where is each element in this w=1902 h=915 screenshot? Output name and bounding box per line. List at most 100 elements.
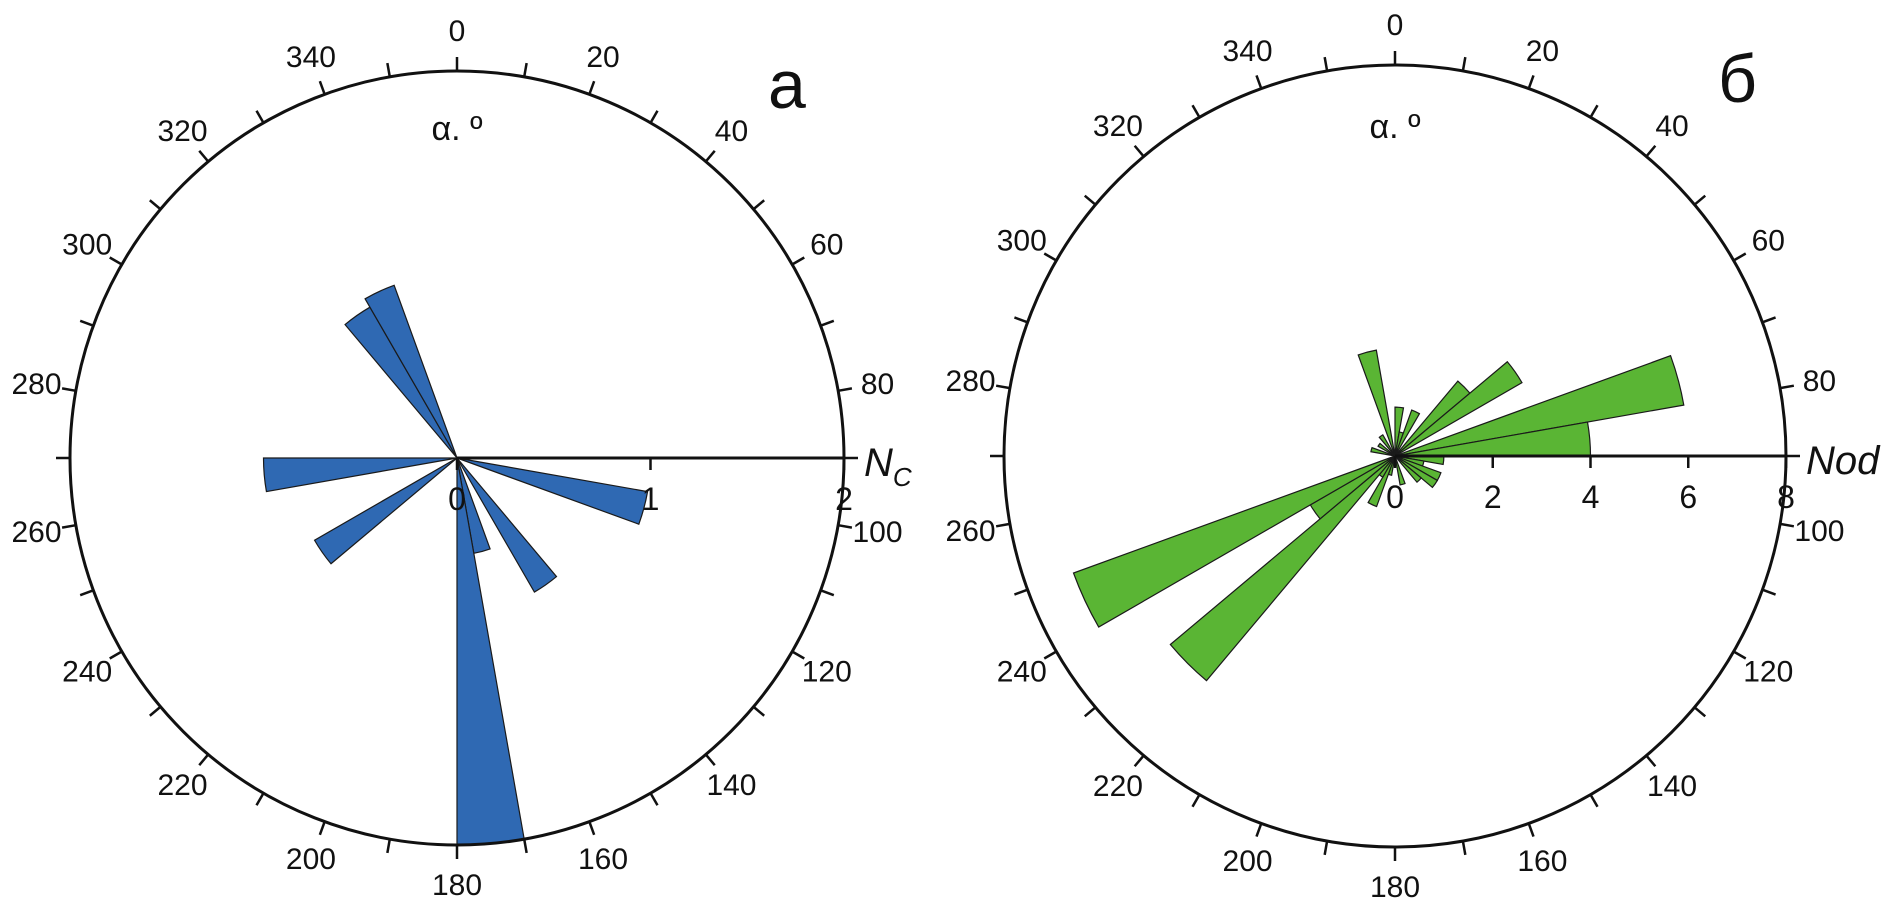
angle-tick-label: 80 (861, 368, 894, 401)
angle-tick-label: 240 (997, 656, 1047, 689)
angle-tick-mark (649, 792, 659, 806)
angle-tick-label: 60 (1752, 225, 1785, 258)
angle-tick-label: 140 (706, 769, 756, 802)
angle-tick-mark (1761, 316, 1777, 324)
angle-tick-label: 80 (1803, 365, 1836, 398)
angle-tick-mark (1779, 384, 1795, 390)
angle-tick-label: 340 (1223, 35, 1273, 68)
angle-tick-mark (704, 753, 716, 766)
angle-tick-mark (318, 80, 326, 95)
angle-tick-mark (820, 319, 835, 327)
rose-sector (1072, 455, 1396, 628)
angle-tick-mark (820, 589, 835, 597)
angle-tick-mark (149, 199, 162, 211)
angle-tick-mark (791, 256, 805, 266)
angle-tick-mark (1732, 252, 1747, 262)
angle-tick-mark (109, 256, 123, 266)
angle-tick-mark (649, 110, 659, 124)
angle-tick-mark (198, 753, 210, 766)
rose-sector (1394, 354, 1685, 457)
angle-tick-label: 220 (1093, 770, 1143, 803)
rose-sector (1394, 455, 1439, 489)
rose-sector (262, 457, 458, 493)
angle-tick-mark (1732, 650, 1747, 660)
radial-axis-title-subscript: C (893, 462, 912, 492)
angle-tick-label: 300 (997, 225, 1047, 258)
angle-tick-label: 220 (157, 769, 207, 802)
angle-tick-label: 180 (432, 869, 482, 902)
angle-tick-mark (704, 150, 716, 163)
angle-tick-mark (1323, 56, 1329, 72)
angle-tick-label: 240 (62, 656, 112, 689)
angle-tick-mark (1589, 104, 1599, 119)
angle-tick-label: 260 (11, 516, 61, 549)
angle-tick-mark (386, 62, 392, 78)
angle-tick-mark (1083, 706, 1097, 718)
angle-tick-mark (1645, 144, 1657, 158)
rose-diagram-a: 0204060801001201401601802002202402602803… (11, 15, 911, 902)
angle-tick-label: 320 (1093, 110, 1143, 143)
angle-tick-label: 180 (1370, 871, 1420, 904)
angle-tick-label: 160 (578, 843, 628, 876)
angle-tick-mark (255, 110, 265, 124)
angle-tick-mark (61, 523, 77, 529)
angle-tick-label: 200 (1223, 845, 1273, 878)
angle-tick-mark (1255, 822, 1263, 838)
angle-tick-label: 120 (802, 656, 852, 689)
rose-sector (456, 457, 649, 525)
angle-tick-label: 200 (286, 843, 336, 876)
angle-tick-label: 40 (715, 115, 748, 148)
angle-tick-mark (1461, 56, 1467, 72)
rose-sector (1357, 349, 1396, 457)
angle-tick-label: 120 (1743, 656, 1793, 689)
angle-tick-mark (318, 821, 326, 836)
radial-tick-label: 0 (1386, 479, 1404, 515)
angle-tick-mark (255, 792, 265, 806)
rose-sector (1394, 455, 1406, 486)
rose-sector (1370, 446, 1396, 457)
angle-tick-label: 260 (946, 515, 996, 548)
angle-tick-label: 0 (449, 15, 466, 48)
angle-axis-title: α. º (432, 110, 483, 148)
radial-tick-label: 0 (448, 481, 466, 517)
angle-tick-label: 340 (286, 41, 336, 74)
angle-tick-mark (752, 705, 765, 717)
angle-tick-label: 140 (1647, 770, 1697, 803)
radial-axis-title-main: N (864, 441, 893, 485)
angle-tick-mark (1191, 104, 1201, 119)
angle-tick-label: 20 (1526, 35, 1559, 68)
angle-tick-mark (61, 387, 77, 393)
panel-letter: б (1718, 41, 1757, 117)
angle-tick-mark (522, 62, 528, 78)
angle-tick-label: 280 (11, 368, 61, 401)
radial-tick-label: 4 (1582, 479, 1600, 515)
angle-tick-label: 300 (62, 229, 112, 262)
angle-tick-label: 160 (1517, 845, 1567, 878)
rose-sector (1377, 442, 1396, 457)
angle-tick-mark (1191, 793, 1201, 808)
angle-tick-mark (1779, 522, 1795, 528)
angle-tick-label: 60 (810, 229, 843, 262)
angle-tick-mark (1083, 194, 1097, 206)
rose-sector (1394, 409, 1421, 457)
angle-tick-label: 40 (1655, 110, 1688, 143)
angle-tick-mark (1527, 822, 1535, 838)
angle-tick-mark (386, 838, 392, 854)
angle-tick-mark (1693, 706, 1707, 718)
panel-letter: а (768, 47, 806, 123)
rose-sector (313, 457, 458, 565)
angle-tick-mark (1323, 840, 1329, 856)
angle-tick-mark (588, 80, 596, 95)
radial-tick-label: 2 (835, 481, 853, 517)
radial-tick-label: 1 (642, 481, 660, 517)
radial-axis-title-main: Nod (1806, 439, 1881, 483)
angle-tick-mark (1133, 754, 1145, 768)
angle-tick-mark (1133, 144, 1145, 158)
rose-sector (1394, 455, 1423, 484)
angle-tick-mark (1043, 252, 1058, 262)
radial-tick-label: 2 (1484, 479, 1502, 515)
rose-sector (1394, 360, 1523, 457)
angle-tick-mark (752, 199, 765, 211)
radial-axis-title: NC (864, 441, 912, 492)
angle-tick-mark (1761, 588, 1777, 596)
